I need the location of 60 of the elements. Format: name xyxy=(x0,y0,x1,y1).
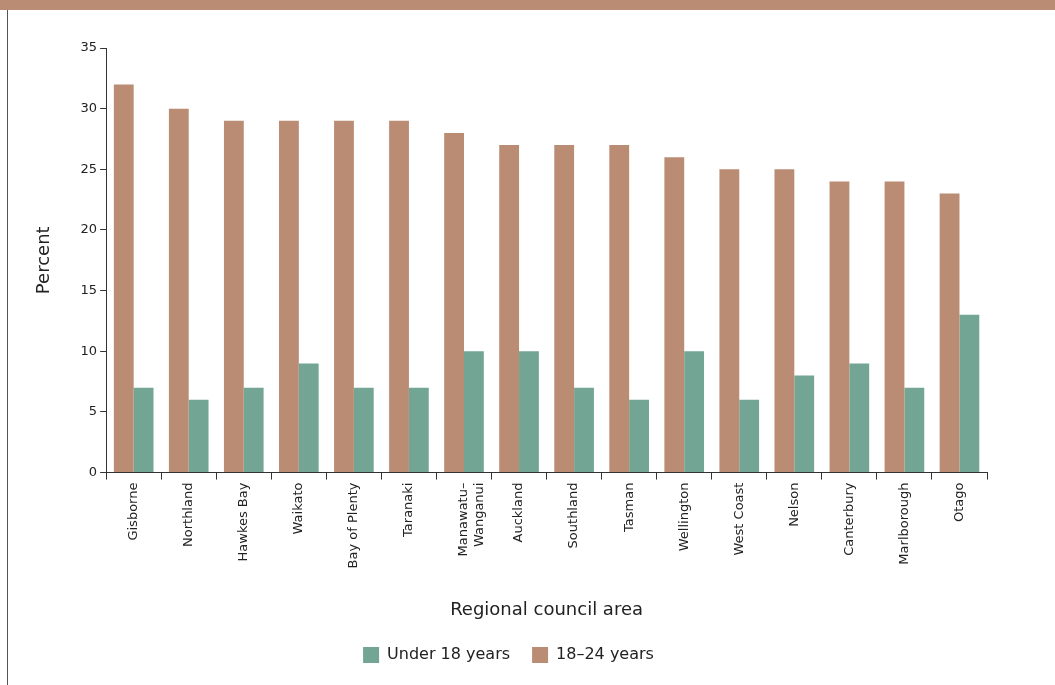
x-axis-title: Regional council area xyxy=(450,597,643,619)
x-tick-label: Otago xyxy=(950,482,966,523)
bar xyxy=(849,363,870,473)
bar xyxy=(554,145,575,473)
bar xyxy=(684,351,705,473)
y-axis-title: Percent xyxy=(32,226,54,295)
bar xyxy=(499,145,520,473)
bar xyxy=(794,375,815,473)
bar xyxy=(609,145,630,473)
y-tick-label: 20 xyxy=(80,221,98,237)
x-tick-label: Hawkes Bay xyxy=(235,482,251,562)
y-tick-label: 0 xyxy=(88,463,98,479)
bar xyxy=(113,84,134,473)
bar xyxy=(243,387,264,473)
y-tick-label: 15 xyxy=(80,281,98,297)
y-tick-label: 35 xyxy=(80,39,98,55)
x-tick-label: Canterbury xyxy=(840,482,856,556)
x-tick-label: Southland xyxy=(565,482,581,549)
bar xyxy=(519,351,539,473)
y-tick-label: 5 xyxy=(88,403,98,419)
bar xyxy=(279,120,299,473)
x-tick-label: Bay of Plenty xyxy=(345,482,361,569)
bar xyxy=(298,363,319,473)
bar xyxy=(223,120,244,473)
bar xyxy=(904,387,925,473)
x-tick-label: Marlborough xyxy=(895,482,911,565)
x-tick-label: Waikato xyxy=(290,482,306,535)
bar xyxy=(629,399,649,473)
bar xyxy=(739,399,760,473)
bar xyxy=(719,169,740,473)
bar xyxy=(389,120,409,473)
bar xyxy=(133,387,154,473)
bar xyxy=(939,193,960,473)
bar xyxy=(959,314,980,473)
bar xyxy=(884,181,905,473)
x-tick-label: Wellington xyxy=(675,482,691,552)
bar xyxy=(829,181,850,473)
x-tick-label: Tasman xyxy=(620,482,636,533)
bar xyxy=(574,387,594,473)
x-tick-label: Nelson xyxy=(785,482,801,527)
legend-label: Under 18 years xyxy=(387,644,511,664)
x-tick-label: Gisborne xyxy=(125,482,141,541)
y-tick-label: 25 xyxy=(80,160,98,176)
bar xyxy=(463,351,484,473)
bar xyxy=(353,387,374,473)
bar xyxy=(334,120,354,473)
bar xyxy=(774,169,795,473)
bar xyxy=(664,157,685,473)
bar xyxy=(444,132,464,473)
x-tick-label: Manawatu–Wanganui xyxy=(455,482,486,557)
x-tick-label: Auckland xyxy=(510,482,526,543)
bar xyxy=(168,108,189,473)
bar xyxy=(408,387,429,473)
y-tick-label: 10 xyxy=(80,342,98,358)
x-tick-label: Northland xyxy=(180,482,196,547)
y-tick-label: 30 xyxy=(80,100,98,116)
bar xyxy=(188,399,209,473)
legend-label: 18–24 years xyxy=(556,644,654,664)
x-tick-label: Taranaki xyxy=(400,482,416,538)
x-tick-label: West Coast xyxy=(730,482,746,556)
